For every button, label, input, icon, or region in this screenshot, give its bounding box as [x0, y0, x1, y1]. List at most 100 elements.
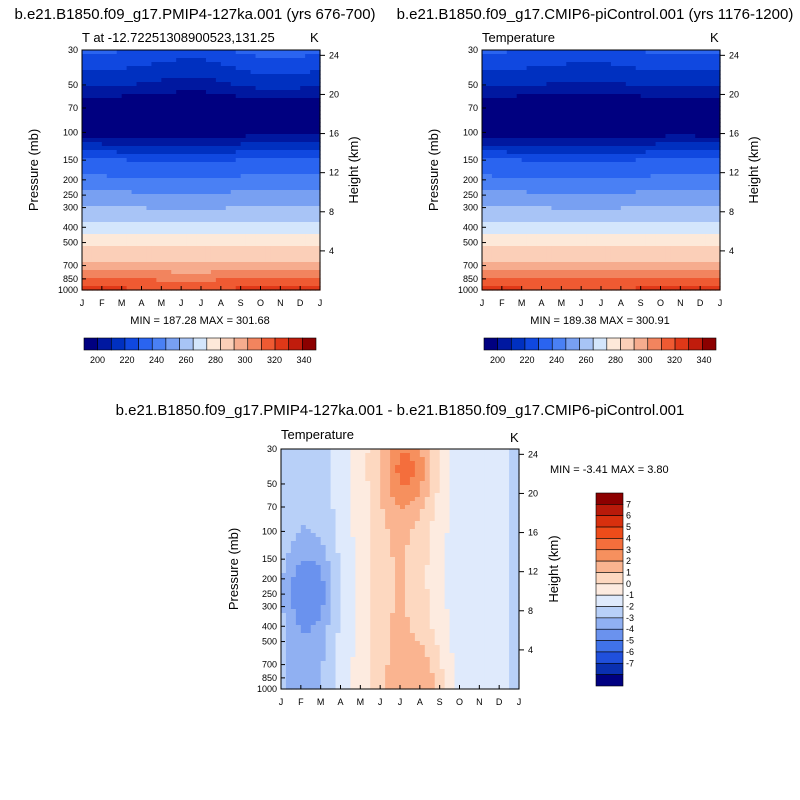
heatmap-cell — [215, 70, 222, 75]
heatmap-cell — [230, 238, 237, 243]
heatmap-cell — [91, 234, 98, 239]
heatmap-cell — [101, 202, 108, 207]
heatmap-cell — [596, 206, 602, 211]
heatmap-cell — [586, 182, 592, 187]
heatmap-cell — [156, 238, 162, 243]
heatmap-cell — [630, 122, 637, 127]
heatmap-cell — [166, 166, 172, 171]
heatmap-cell — [186, 190, 192, 195]
heatmap-cell — [201, 178, 207, 183]
heatmap-cell — [695, 206, 701, 211]
heatmap-cell — [581, 190, 587, 195]
heatmap-cell — [225, 70, 232, 75]
heatmap-cell — [191, 242, 197, 247]
heatmap-cell — [86, 254, 93, 259]
heatmap-cell — [715, 118, 721, 123]
heatmap-cell — [245, 230, 252, 235]
heatmap-cell — [551, 130, 557, 135]
heatmap-cell — [665, 70, 672, 75]
heatmap-cell — [700, 74, 706, 79]
heatmap-cell — [715, 206, 721, 211]
heatmap-cell — [516, 198, 523, 203]
heatmap-cell — [556, 162, 562, 167]
heatmap-cell — [235, 254, 242, 259]
heatmap-cell — [265, 70, 272, 75]
heatmap-cell — [86, 206, 93, 211]
heatmap-cell — [250, 250, 257, 255]
heatmap-cell — [191, 50, 197, 55]
heatmap-cell — [106, 202, 113, 207]
heatmap-cell — [310, 234, 316, 239]
heatmap-cell — [260, 142, 267, 147]
heatmap-cell — [700, 86, 706, 91]
heatmap-cell — [620, 62, 627, 67]
heatmap-cell — [290, 118, 296, 123]
heatmap-cell — [265, 90, 272, 95]
heatmap-cell — [280, 162, 286, 167]
heatmap-cell — [586, 90, 592, 95]
heatmap-cell — [250, 266, 257, 271]
heatmap-cell — [205, 122, 212, 127]
heatmap-cell — [176, 270, 182, 275]
heatmap-cell — [205, 274, 212, 279]
heatmap-cell — [511, 206, 518, 211]
heatmap-cell — [526, 162, 533, 167]
heatmap-cell — [506, 62, 513, 67]
heatmap-cell — [255, 118, 262, 123]
heatmap-cell — [690, 102, 696, 107]
heatmap-cell — [111, 70, 118, 75]
heatmap-cell — [161, 202, 167, 207]
heatmap-cell — [101, 86, 108, 91]
heatmap-cell — [680, 50, 686, 55]
y-tick-label: 850 — [63, 274, 78, 284]
heatmap-cell — [511, 146, 518, 151]
heatmap-cell — [690, 146, 696, 151]
heatmap-cell — [285, 254, 291, 259]
heatmap-cell — [146, 202, 153, 207]
heatmap-cell — [670, 70, 676, 75]
heatmap-cell — [536, 122, 543, 127]
heatmap-cell — [220, 202, 227, 207]
colorbar-swatch — [247, 337, 262, 351]
heatmap-cell — [521, 94, 528, 99]
heatmap-cell — [240, 106, 247, 111]
heatmap-cell — [511, 202, 518, 207]
heatmap-cell — [655, 202, 662, 207]
heatmap-cell — [260, 258, 267, 263]
heatmap-cell — [685, 210, 691, 215]
heatmap-cell — [300, 50, 306, 55]
heatmap-cell — [191, 190, 197, 195]
heatmap-cell — [126, 138, 133, 143]
heatmap-cell — [201, 226, 207, 231]
heatmap-cell — [250, 102, 257, 107]
heatmap-cell — [101, 146, 108, 151]
heatmap-cell — [101, 102, 108, 107]
heatmap-cell — [141, 206, 148, 211]
heatmap-cell — [191, 78, 197, 83]
heatmap-cell — [571, 174, 577, 179]
heatmap-cell — [625, 122, 632, 127]
heatmap-cell — [700, 190, 706, 195]
heatmap-cell — [91, 150, 98, 155]
heatmap-cell — [670, 94, 676, 99]
heatmap-cell — [640, 210, 647, 215]
heatmap-cell — [645, 178, 652, 183]
heatmap-cell — [131, 158, 138, 163]
heatmap-cell — [116, 106, 123, 111]
heatmap-cell — [536, 210, 543, 215]
heatmap-cell — [295, 278, 301, 283]
heatmap-cell — [511, 122, 518, 127]
heatmap-cell — [116, 266, 123, 271]
heatmap-cell — [225, 122, 232, 127]
heatmap-cell — [250, 186, 257, 191]
heatmap-cell — [230, 194, 237, 199]
heatmap-cell — [196, 70, 202, 75]
heatmap-cell — [675, 54, 681, 59]
heatmap-cell — [181, 158, 187, 163]
heatmap-cell — [680, 182, 686, 187]
heatmap-cell — [660, 90, 667, 95]
heatmap-cell — [700, 106, 706, 111]
heatmap-cell — [240, 222, 247, 227]
heatmap-cell — [516, 158, 523, 163]
heatmap-cell — [531, 110, 538, 115]
